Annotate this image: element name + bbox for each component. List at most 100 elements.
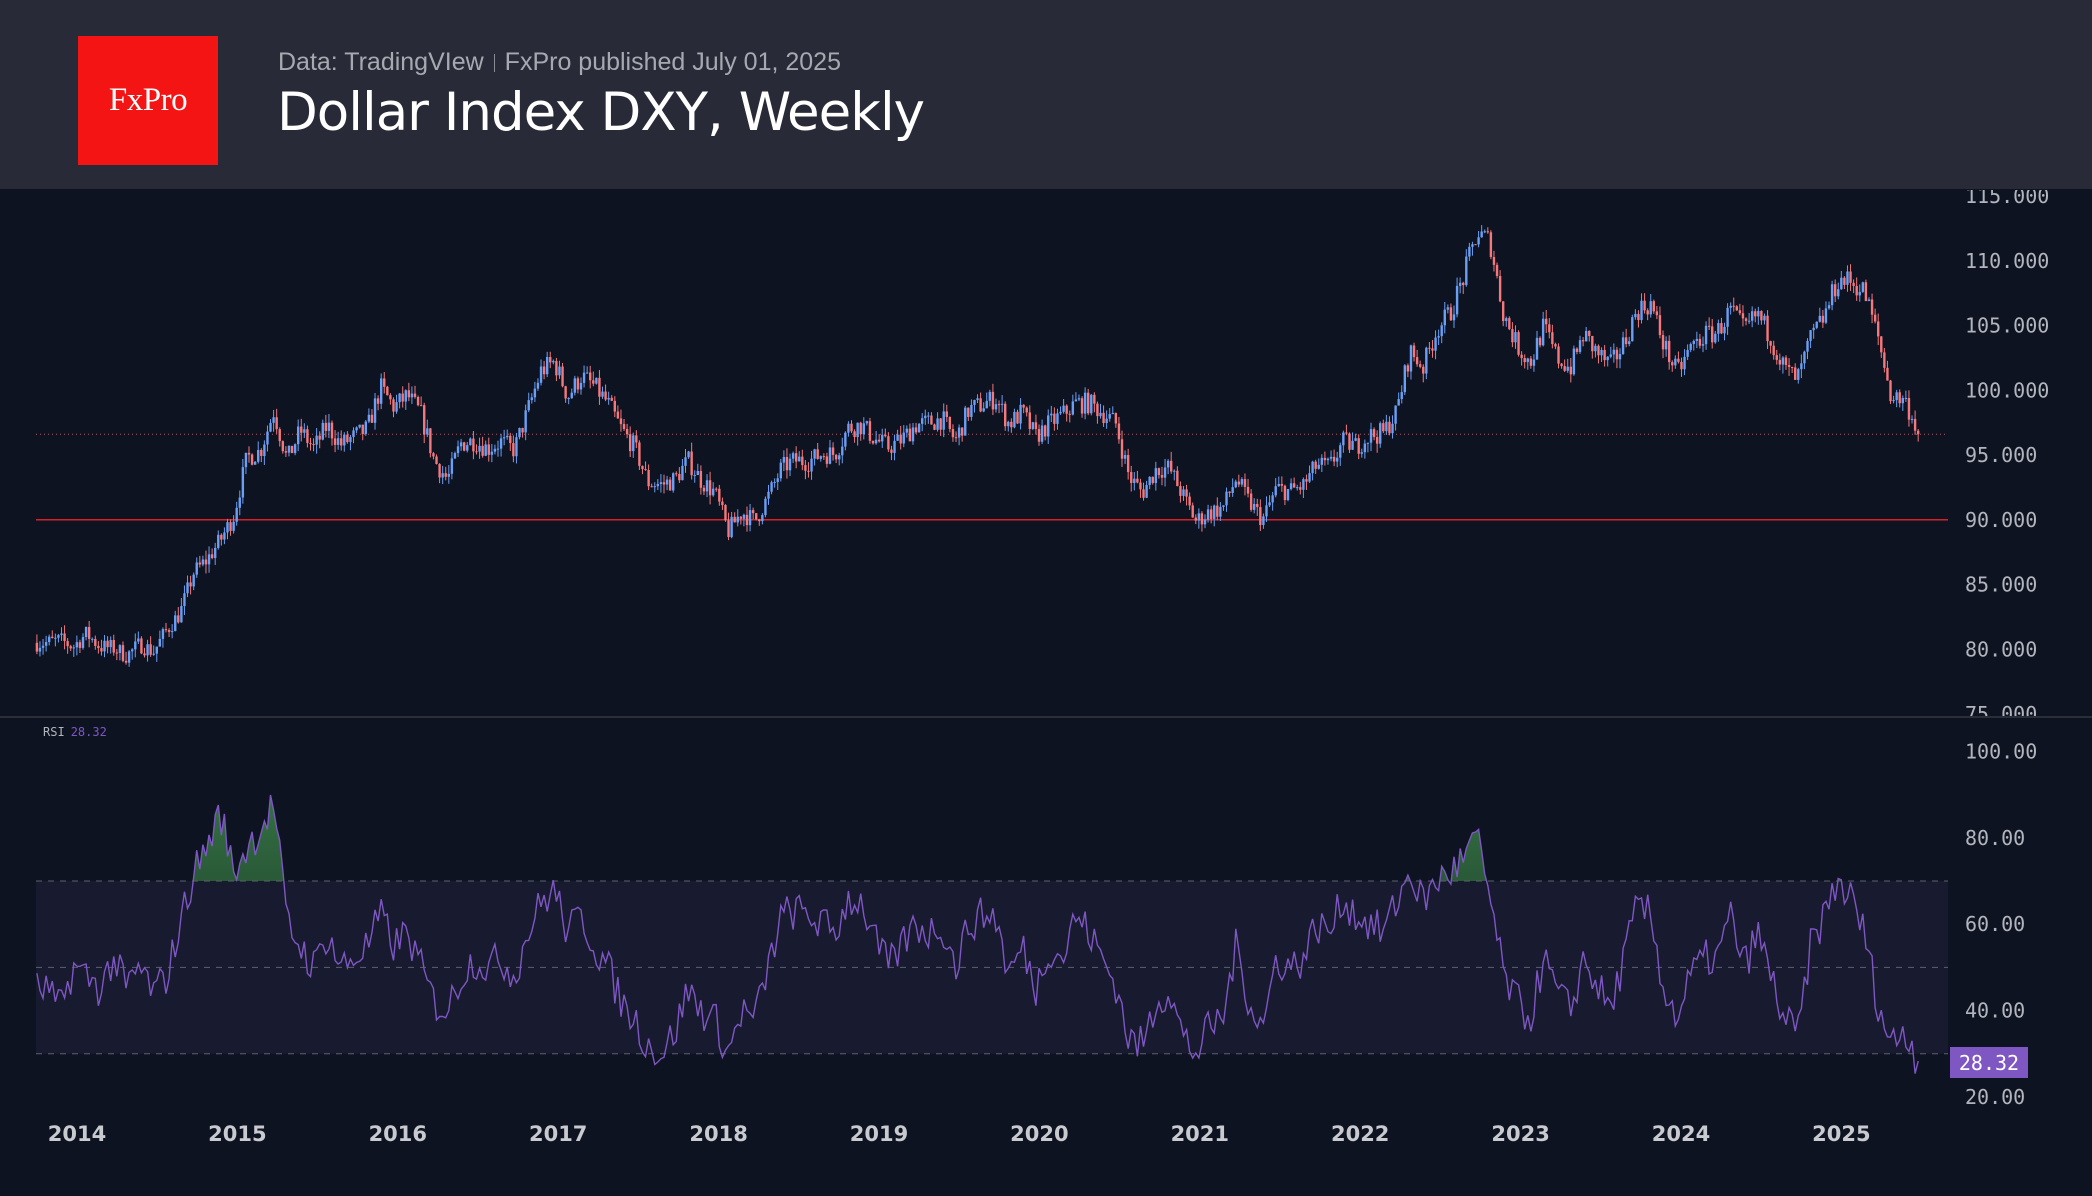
candle-body: [748, 510, 752, 526]
candle-body: [140, 638, 143, 654]
candle-body: [1680, 361, 1683, 370]
candle-body: [429, 428, 432, 454]
candle-body: [195, 562, 198, 575]
candle-body: [788, 458, 792, 471]
candle-body: [985, 400, 988, 409]
candle-body: [484, 444, 487, 456]
candle-body: [1400, 392, 1403, 400]
candle-body: [1781, 357, 1785, 365]
candle-body: [419, 405, 423, 407]
candle-body: [675, 473, 678, 475]
candle-body: [1050, 413, 1053, 416]
separator: [493, 54, 495, 73]
candle-body: [834, 454, 838, 460]
candle-body: [57, 635, 60, 638]
candle-body: [269, 422, 272, 432]
candle-body: [1877, 321, 1880, 337]
candle-body: [810, 458, 813, 472]
candle-body: [801, 456, 804, 466]
candle-body: [1440, 325, 1443, 337]
candle-body: [767, 491, 770, 499]
candle-body: [198, 562, 202, 565]
candle-body: [333, 438, 337, 445]
candle-body: [1830, 284, 1834, 306]
year-label: 2016: [369, 1122, 427, 1146]
candle-body: [91, 638, 94, 640]
candle-body: [1102, 412, 1105, 424]
candle-body: [459, 442, 463, 447]
candle-body: [1179, 486, 1182, 496]
candle-body: [404, 390, 407, 402]
candle-body: [779, 462, 783, 479]
candle-body: [1234, 481, 1237, 488]
candle-body: [1720, 323, 1723, 334]
candle-body: [1907, 397, 1911, 420]
candle-body: [490, 451, 494, 455]
candle-body: [1372, 429, 1376, 438]
candle-body: [1240, 479, 1244, 485]
candle-body: [472, 438, 475, 452]
candle-body: [527, 400, 530, 411]
candle-body: [1861, 282, 1865, 292]
candle-body: [1268, 502, 1271, 506]
candle-body: [970, 404, 973, 417]
candle-body: [1711, 326, 1714, 343]
candle-body: [902, 432, 905, 444]
candle-body: [776, 478, 779, 483]
candle-body: [1099, 412, 1102, 417]
candle-body: [1037, 429, 1041, 442]
candle-body: [724, 505, 727, 521]
candle-body: [668, 479, 672, 491]
candle-body: [130, 649, 134, 652]
candle-body: [1406, 365, 1410, 372]
year-label: 2019: [850, 1122, 908, 1146]
candle-body: [721, 501, 724, 506]
candle-body: [1040, 425, 1044, 442]
candle-body: [570, 392, 573, 399]
candle-body: [293, 444, 297, 454]
rsi-tick-label: 80.00: [1965, 826, 2025, 850]
candle-body: [1624, 337, 1628, 345]
candle-body: [1873, 314, 1877, 322]
candle-body: [1151, 476, 1154, 484]
candle-body: [1418, 364, 1422, 367]
candle-body: [1895, 392, 1898, 401]
candle-body: [118, 645, 122, 653]
candle-body: [1563, 366, 1566, 371]
candle-body: [1335, 457, 1339, 462]
year-label: 2014: [48, 1122, 106, 1146]
candle-body: [1717, 323, 1720, 334]
candle-body: [601, 391, 604, 397]
candle-body: [1741, 313, 1745, 319]
candle-body: [1864, 282, 1868, 302]
candle-body: [1548, 324, 1551, 333]
candle-body: [1671, 362, 1674, 366]
candle-body: [1163, 467, 1167, 478]
candle-body: [1200, 513, 1204, 525]
candle-body: [1043, 425, 1047, 437]
candle-body: [1136, 478, 1139, 483]
year-label: 2017: [529, 1122, 587, 1146]
candle-body: [908, 428, 912, 442]
candle-body: [324, 422, 328, 431]
candle-body: [705, 480, 709, 492]
candle-body: [63, 633, 66, 642]
candle-body: [1643, 300, 1646, 311]
price-axis: 115.000 110.000 105.000 100.000 95.000 90.000…: [1965, 190, 2049, 716]
candle-body: [1296, 487, 1299, 489]
candle-body: [444, 473, 447, 477]
candle-body: [659, 482, 663, 485]
candle-body: [696, 470, 700, 476]
candle-body: [819, 456, 822, 459]
candle-body: [475, 451, 478, 453]
candle-body: [1369, 429, 1373, 443]
candle-body: [1209, 509, 1213, 519]
published-date: FxPro published July 01, 2025: [504, 48, 841, 76]
candle-body: [1206, 509, 1210, 520]
candle-body: [890, 449, 893, 453]
candle-body: [1071, 401, 1075, 415]
candle-body: [244, 452, 248, 468]
candle-body: [727, 520, 730, 538]
candle-body: [1443, 309, 1446, 326]
